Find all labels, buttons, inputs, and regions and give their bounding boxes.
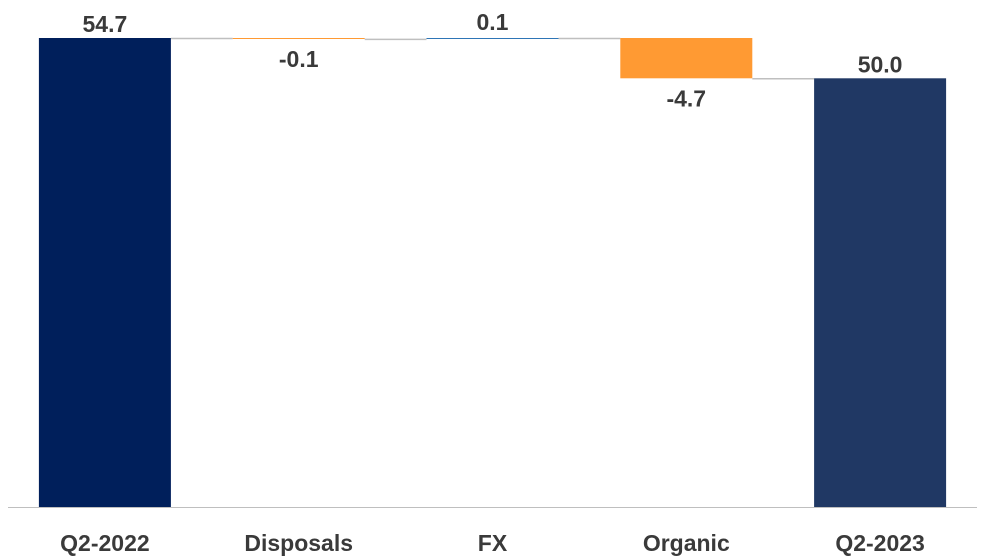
category-label: Organic	[643, 530, 730, 556]
bar-q2-2023	[814, 78, 947, 508]
category-label: Q2-2023	[835, 530, 925, 556]
bar-disposals	[232, 38, 365, 39]
bar-fx	[426, 38, 559, 39]
bars	[38, 38, 947, 508]
value-label: -4.7	[666, 85, 706, 111]
bar-organic	[620, 38, 753, 79]
value-labels: 54.7 -0.1 0.1 -4.7 50.0	[83, 9, 903, 111]
category-label: FX	[478, 530, 508, 556]
category-label: Q2-2022	[60, 530, 150, 556]
bar-q2-2022	[38, 38, 171, 507]
value-label: 54.7	[83, 11, 128, 37]
value-label: -0.1	[279, 46, 319, 72]
value-label: 0.1	[477, 9, 509, 35]
category-label: Disposals	[244, 530, 353, 556]
value-label: 50.0	[858, 51, 903, 77]
category-labels: Q2-2022 Disposals FX Organic Q2-2023	[60, 530, 925, 556]
connector-lines	[170, 37, 815, 80]
